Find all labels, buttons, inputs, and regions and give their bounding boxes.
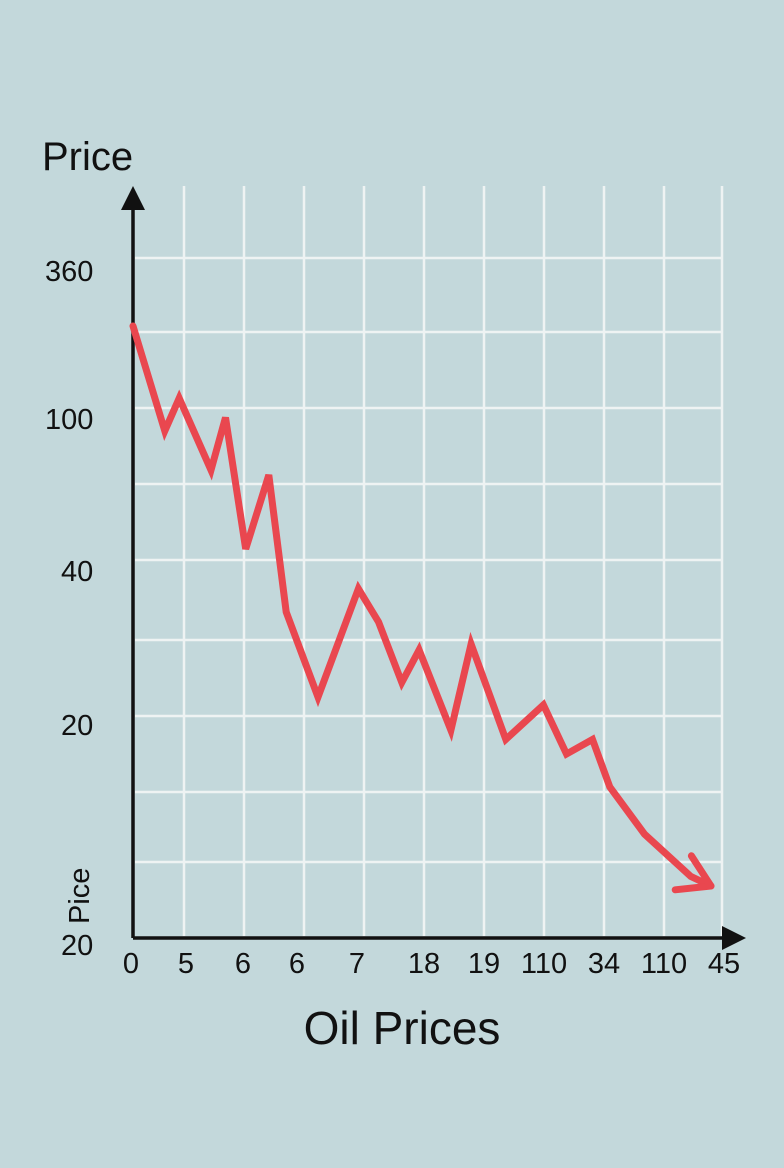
y-axis-arrowhead: [121, 186, 145, 210]
y-tick-label: 20: [61, 710, 93, 742]
y-tick-labels: 20 20 40 100 360: [45, 256, 93, 962]
x-tick-label: 110: [521, 948, 567, 980]
x-tick-label: 7: [349, 948, 365, 980]
x-axis-title: Oil Prices: [304, 1002, 501, 1054]
x-tick-label: 6: [289, 948, 305, 980]
x-tick-labels: 0 5 6 6 7 18 19 110 34 110 45: [123, 948, 740, 980]
x-tick-label: 0: [123, 948, 139, 980]
y-axis-side-note: Pice: [64, 868, 96, 924]
y-tick-label: 360: [45, 256, 93, 288]
x-tick-label: 110: [641, 948, 687, 980]
x-tick-label: 19: [468, 948, 500, 980]
chart-axes: [121, 186, 746, 950]
x-tick-label: 6: [235, 948, 251, 980]
x-tick-label: 45: [708, 948, 740, 980]
series-layer: [129, 322, 715, 894]
series-end-arrowhead: [671, 852, 715, 894]
x-tick-label: 18: [408, 948, 440, 980]
x-tick-label: 34: [588, 948, 620, 980]
y-tick-label: 20: [61, 930, 93, 962]
price-series-line: [129, 322, 715, 890]
chart-grid: [135, 186, 724, 936]
x-tick-label: 5: [178, 948, 194, 980]
y-tick-label: 40: [61, 556, 93, 588]
y-axis-title: Price: [42, 135, 133, 179]
x-axis-arrowhead: [722, 926, 746, 950]
y-tick-label: 100: [45, 404, 93, 436]
